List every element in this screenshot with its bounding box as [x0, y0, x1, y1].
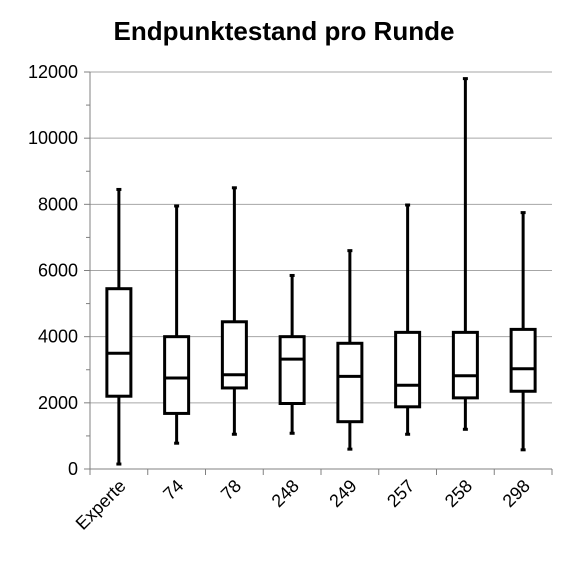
box-249	[336, 249, 364, 451]
axes	[84, 71, 553, 475]
iqr-box	[163, 335, 191, 415]
box-298	[509, 211, 537, 452]
box-257	[394, 203, 422, 436]
y-tick-label: 2000	[38, 393, 78, 413]
box-74	[163, 204, 191, 445]
x-tick-label: 74	[159, 476, 187, 504]
box-series	[105, 77, 537, 466]
x-tick-labels: Experte 74 78 248 249 257 258 298	[72, 476, 534, 534]
iqr-box	[105, 287, 133, 398]
iqr-box	[509, 327, 537, 393]
iqr-box	[220, 320, 248, 390]
chart-title: Endpunktestand pro Runde	[114, 16, 455, 46]
iqr-box	[394, 330, 422, 409]
gridlines	[90, 71, 552, 404]
y-tick-label: 0	[68, 459, 78, 479]
y-tick-label: 6000	[38, 261, 78, 281]
box-248	[278, 273, 306, 435]
x-tick-label: 78	[217, 476, 245, 504]
x-tick-label: 249	[325, 476, 360, 511]
y-tick-label: 4000	[38, 327, 78, 347]
x-tick-label: 257	[383, 476, 418, 511]
box-78	[220, 186, 248, 436]
y-tick-label: 12000	[28, 62, 78, 82]
iqr-box	[451, 330, 479, 400]
box-258	[451, 77, 479, 431]
y-tick-labels: 0 2000 4000 6000 8000 10000 12000	[28, 62, 78, 479]
x-tick-label: Experte	[72, 476, 130, 534]
y-tick-label: 10000	[28, 128, 78, 148]
x-tick-label: 248	[268, 476, 303, 511]
y-tick-label: 8000	[38, 194, 78, 214]
x-tick-label: 298	[499, 476, 534, 511]
iqr-box	[336, 341, 364, 424]
x-tick-label: 258	[441, 476, 476, 511]
box-Experte	[105, 187, 133, 466]
iqr-box	[278, 335, 306, 405]
